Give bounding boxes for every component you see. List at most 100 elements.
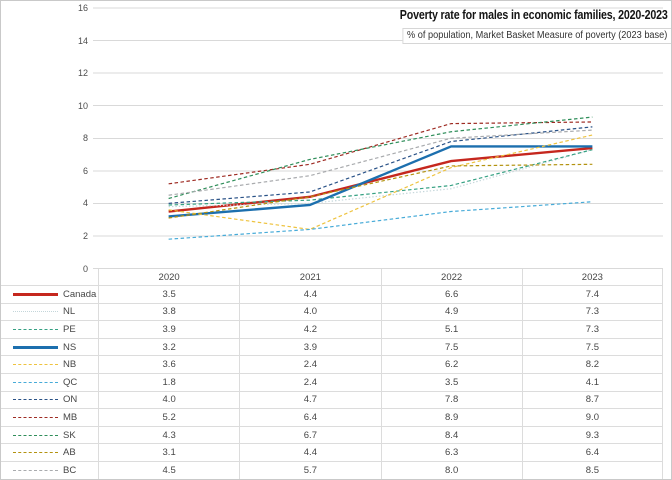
legend-cell: NL <box>1 304 98 321</box>
legend-cell: AB <box>1 444 98 461</box>
value-cell: 4.0 <box>98 391 239 409</box>
data-table: 2020 2021 2022 2023 Canada 3.5 4.4 6.6 7.4 NL 3.8 4… <box>1 269 663 479</box>
value-cell: 3.9 <box>98 321 239 338</box>
series-line-ns <box>168 145 593 218</box>
value-cell: 7.5 <box>380 338 522 356</box>
legend-swatch-bc <box>13 469 58 471</box>
table-row-ab: AB 3.1 4.4 6.3 6.4 <box>1 444 663 462</box>
y-axis-tick-label: 8 <box>82 133 88 144</box>
series-label: MB <box>63 411 78 423</box>
value-cell: 7.8 <box>380 391 522 409</box>
table-row-bc: BC 4.5 5.7 8.0 8.5 <box>1 461 663 479</box>
legend-swatch-ns <box>13 345 58 349</box>
series-label: ON <box>63 394 78 406</box>
legend-cell: PE <box>1 321 98 338</box>
series-line-bc <box>168 129 593 196</box>
value-cell: 1.8 <box>98 373 239 391</box>
value-cell: 8.0 <box>380 461 522 479</box>
series-label: BC <box>63 464 77 476</box>
legend-swatch-sk <box>13 434 58 436</box>
value-cell: 8.7 <box>521 391 663 409</box>
table-row-nl: NL 3.8 4.0 4.9 7.3 <box>1 303 663 322</box>
value-cell: 7.5 <box>521 338 663 356</box>
table-row-sk: SK 4.3 6.7 8.4 9.3 <box>1 426 663 445</box>
value-cell: 8.2 <box>521 356 663 373</box>
value-cell: 7.4 <box>521 286 663 303</box>
value-cell: 6.3 <box>380 444 522 461</box>
legend-swatch-nl <box>13 311 58 313</box>
y-axis-tick-label: 10 <box>77 100 88 111</box>
table-row-mb: MB 5.2 6.4 8.9 9.0 <box>1 409 663 427</box>
table-header-year: 2020 <box>98 269 239 285</box>
legend-cell: MB <box>1 409 98 426</box>
series-label: QC <box>63 376 78 388</box>
value-cell: 8.4 <box>380 426 522 444</box>
series-line-mb <box>168 121 593 185</box>
table-row-canada: Canada 3.5 4.4 6.6 7.4 <box>1 286 663 304</box>
value-cell: 9.3 <box>521 426 663 444</box>
y-axis-tick-label: 14 <box>77 35 88 46</box>
series-label: SK <box>63 429 76 441</box>
chart-title: Poverty rate for males in economic famil… <box>400 7 668 22</box>
value-cell: 4.5 <box>98 461 239 479</box>
y-axis-tick-label: 12 <box>77 68 88 79</box>
table-header-row: 2020 2021 2022 2023 <box>1 269 663 286</box>
value-cell: 3.5 <box>98 286 239 303</box>
value-cell: 4.1 <box>521 373 663 391</box>
legend-swatch-pe <box>13 328 58 330</box>
value-cell: 4.2 <box>239 321 380 338</box>
y-axis-tick-label: 2 <box>82 230 88 241</box>
value-cell: 3.1 <box>98 444 239 461</box>
value-cell: 2.4 <box>239 356 380 373</box>
legend-cell: Canada <box>1 286 98 303</box>
value-cell: 3.6 <box>98 356 239 373</box>
chart-plot-region: 0 2 4 6 8 10 12 14 16 Poverty rate for males in … <box>1 1 671 274</box>
value-cell: 8.9 <box>380 409 522 426</box>
value-cell: 4.4 <box>239 286 380 303</box>
table-row-pe: PE 3.9 4.2 5.1 7.3 <box>1 321 663 339</box>
series-label: NS <box>63 341 77 353</box>
y-axis-tick-label: 4 <box>82 198 88 209</box>
value-cell: 5.1 <box>380 321 522 338</box>
value-cell: 2.4 <box>239 373 380 391</box>
legend-cell: NB <box>1 356 98 373</box>
series-label: PE <box>63 323 76 335</box>
value-cell: 9.0 <box>521 409 663 426</box>
series-line-sk <box>168 116 593 200</box>
series-line-pe <box>168 149 593 206</box>
value-cell: 6.4 <box>239 409 380 426</box>
legend-swatch-canada <box>13 292 58 296</box>
y-axis-tick-label: 16 <box>77 3 88 13</box>
legend-swatch-on <box>13 399 58 401</box>
table-header-year: 2021 <box>239 269 380 285</box>
table-corner-cell <box>1 269 98 285</box>
table-header-year: 2023 <box>521 269 663 285</box>
value-cell: 4.7 <box>239 391 380 409</box>
y-axis-tick-label: 6 <box>82 165 88 176</box>
value-cell: 5.7 <box>239 461 380 479</box>
table-row-on: ON 4.0 4.7 7.8 8.7 <box>1 391 663 410</box>
value-cell: 5.2 <box>98 409 239 426</box>
value-cell: 8.5 <box>521 461 663 479</box>
value-cell: 3.5 <box>380 373 522 391</box>
value-cell: 6.6 <box>380 286 522 303</box>
value-cell: 3.9 <box>239 338 380 356</box>
series-label: AB <box>63 447 76 459</box>
value-cell: 6.4 <box>521 444 663 461</box>
value-cell: 4.4 <box>239 444 380 461</box>
chart-subtitle: % of population, Market Basket Measure o… <box>402 28 671 44</box>
legend-cell: ON <box>1 392 98 409</box>
value-cell: 4.3 <box>98 426 239 444</box>
legend-cell: QC <box>1 374 98 391</box>
value-cell: 3.8 <box>98 303 239 321</box>
table-row-ns: NS 3.2 3.9 7.5 7.5 <box>1 338 663 357</box>
value-cell: 4.9 <box>380 303 522 321</box>
value-cell: 6.2 <box>380 356 522 373</box>
table-row-nb: NB 3.6 2.4 6.2 8.2 <box>1 356 663 374</box>
line-chart <box>93 7 663 269</box>
value-cell: 7.3 <box>521 303 663 321</box>
value-cell: 6.7 <box>239 426 380 444</box>
legend-swatch-mb <box>13 416 58 418</box>
legend-cell: NS <box>1 339 98 356</box>
